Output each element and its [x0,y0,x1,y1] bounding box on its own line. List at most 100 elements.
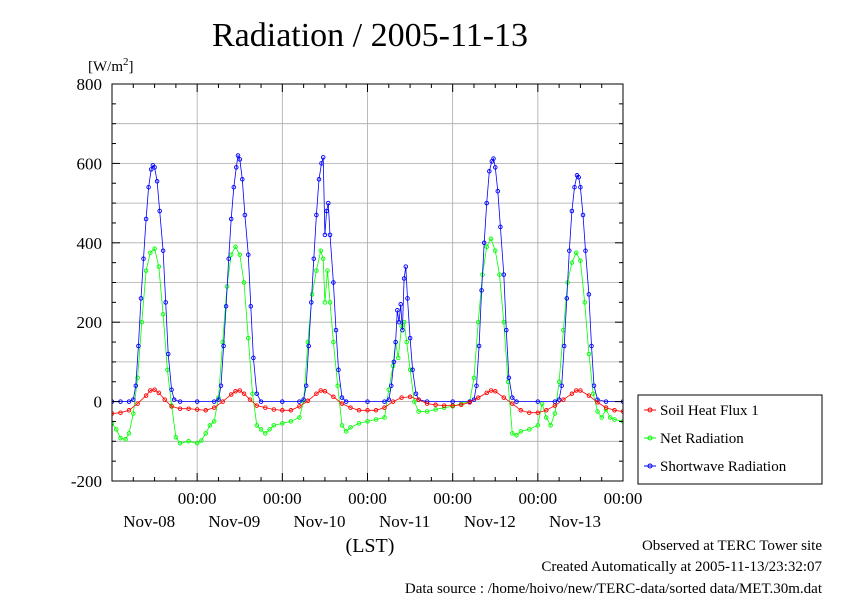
data-point [141,256,146,261]
data-point [564,296,570,301]
data-point [314,212,319,218]
data-point [479,288,484,293]
data-point [156,390,162,396]
data-point [382,399,387,404]
data-point [510,431,515,436]
data-point [498,224,503,230]
data-point [165,367,170,373]
data-point [573,250,579,255]
data-point [403,264,409,269]
y-unit-label: [W/m2] [88,56,134,75]
data-point [382,415,387,420]
data-point [569,391,575,396]
data-point [199,438,204,443]
data-point [143,393,149,398]
data-point [297,404,302,409]
data-point [471,397,477,402]
data-point [527,410,532,415]
x-axis-label: (LST) [346,535,395,557]
data-point [148,167,154,172]
data-point [327,232,333,238]
data-point [603,399,609,404]
x-tick-time-label: 00:00 [263,489,302,508]
data-point [356,421,362,426]
data-point [320,155,326,160]
data-point [576,175,581,180]
data-point [126,408,132,413]
data-point [548,423,553,428]
x-tick-date-label: Nov-08 [123,512,175,531]
legend-marker [647,435,653,441]
data-point [583,248,588,253]
data-point [228,392,234,397]
data-point [348,425,353,430]
data-point [138,296,144,301]
data-point [401,276,407,281]
data-point [595,397,600,402]
data-point [493,389,498,394]
data-point [263,405,268,410]
x-tick-date-label: Nov-12 [464,512,516,531]
data-point [475,395,481,400]
legend-marker [647,407,653,413]
legend-box [637,394,823,485]
data-point [589,343,594,349]
data-point [412,399,417,404]
data-point [382,405,387,410]
data-point [303,383,309,388]
legend: Soil Heat Flux 1 Net Radiation Shortwave R… [637,394,823,485]
data-point [306,343,311,349]
data-point [400,327,405,333]
data-point [481,240,487,246]
data-point [569,260,575,265]
data-point [343,399,349,404]
data-point [413,391,419,396]
data-point [118,410,123,415]
data-point [112,421,115,426]
data-point [343,429,349,434]
data-point [556,397,562,402]
data-point [331,339,336,345]
data-point [467,400,472,405]
data-point [586,393,592,398]
data-point [410,367,415,373]
data-point [186,439,191,444]
data-point [561,397,566,402]
data-point [395,308,400,313]
data-point [220,339,225,345]
y-axis-ticks: -200 0 200 400 600 800 [71,75,623,491]
data-point [365,419,370,424]
data-point [552,403,558,408]
data-point [612,408,617,413]
data-point [203,408,208,413]
data-point [320,256,326,261]
data-point [131,411,136,416]
data-point [393,339,398,345]
x-tick-time-label: 00:00 [518,489,557,508]
data-point [288,419,294,424]
data-point [177,399,183,404]
data-point [580,212,586,218]
data-point [416,397,421,402]
data-point [578,388,583,393]
data-point [263,431,268,436]
data-point [510,401,515,406]
footer-site: Observed at TERC Tower site [642,538,822,554]
data-point [143,268,149,273]
data-point [228,216,234,222]
data-point [527,427,532,432]
data-point [186,406,191,411]
data-point [280,399,285,404]
data-point [246,335,251,341]
data-point [586,351,592,357]
y-tick-label: 800 [77,75,103,94]
x-tick-date-label: Nov-09 [208,512,260,531]
data-point [160,312,166,317]
data-point [267,427,272,432]
data-point [235,153,241,158]
data-point [250,391,255,396]
data-point [620,409,623,414]
data-point [169,387,174,392]
data-point [336,367,341,373]
data-point [405,296,410,301]
